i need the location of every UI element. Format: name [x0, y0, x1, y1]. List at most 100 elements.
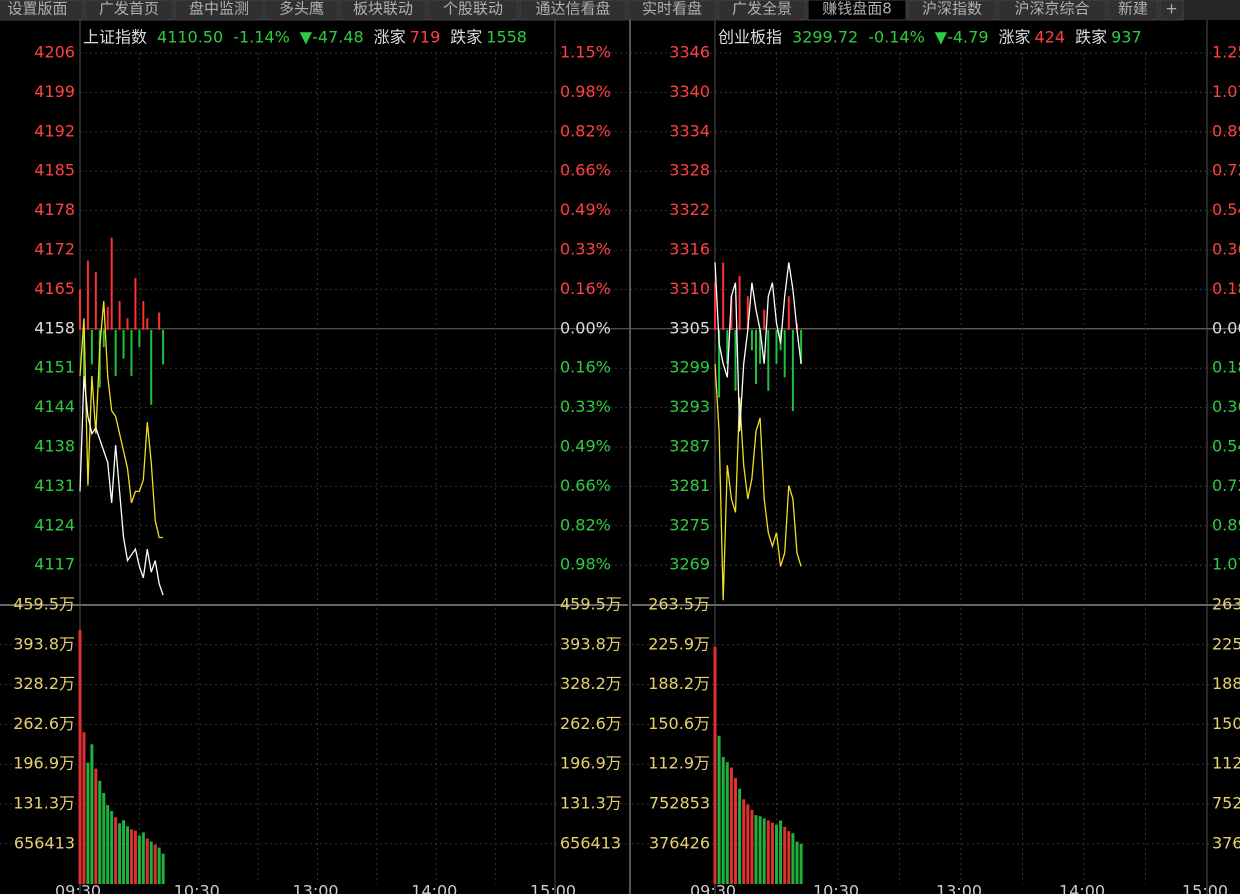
tab-label[interactable]: 沪深指数: [922, 0, 982, 18]
volume-bar: [149, 841, 153, 884]
header-up-label: 涨家: [999, 28, 1031, 47]
pct-tick-label: 0.89: [1212, 515, 1240, 534]
time-tick-label: 13:00: [293, 882, 339, 894]
tab-label[interactable]: 个股联动: [443, 0, 503, 18]
volume-bar: [133, 830, 137, 884]
header-down-label: 跌家: [1075, 28, 1107, 47]
tab[interactable]: [427, 0, 519, 21]
volume-bar: [82, 732, 86, 884]
header-change: ▼-4.79: [935, 28, 989, 47]
volume-bar: [725, 762, 729, 884]
tab[interactable]: [807, 0, 907, 21]
price-tick-label: 3310: [669, 279, 710, 298]
price-tick-label: 4117: [34, 555, 75, 574]
volume-bar: [137, 835, 141, 884]
volume-tick-label: 263.5万: [648, 595, 710, 614]
volume-tick-label: 188.2万: [648, 674, 710, 693]
tab[interactable]: [627, 0, 717, 21]
tab[interactable]: [84, 0, 174, 21]
volume-tick-label-right: 112.9万: [1212, 754, 1240, 773]
volume-bar: [762, 818, 766, 884]
volume-tick-label: 225.9万: [648, 634, 710, 653]
time-tick-label: 14:00: [411, 882, 457, 894]
volume-tick-label-right: 262.6万: [560, 714, 622, 733]
volume-tick-label: 752853: [649, 794, 710, 813]
price-tick-label: 4124: [34, 515, 75, 534]
pct-tick-label: 0.00: [1212, 318, 1240, 337]
pct-tick-label: 0.72: [1212, 476, 1240, 495]
tab[interactable]: [717, 0, 807, 21]
tab-label[interactable]: 多头鹰: [279, 0, 324, 18]
price-tick-label: 4131: [34, 476, 75, 495]
volume-bar: [754, 815, 758, 884]
volume-bar: [145, 838, 149, 884]
price-tick-label: 3305: [669, 318, 710, 337]
volume-bar: [758, 816, 762, 884]
volume-bar: [746, 804, 750, 884]
volume-tick-label: 150.6万: [648, 714, 710, 733]
time-tick-label: 14:00: [1059, 882, 1105, 894]
volume-bar: [141, 832, 145, 884]
volume-bar: [734, 778, 737, 884]
tab[interactable]: [1107, 0, 1159, 21]
volume-tick-label-right: 150.6万: [1212, 714, 1240, 733]
tab-label[interactable]: 沪深京综合: [1014, 0, 1089, 18]
tab[interactable]: [519, 0, 627, 21]
volume-bar: [729, 767, 733, 884]
time-tick-label: 15:00: [1182, 882, 1228, 894]
tab[interactable]: [997, 0, 1107, 21]
header-down-count: 937: [1111, 28, 1142, 47]
tab-label[interactable]: +: [1165, 0, 1178, 18]
pct-tick-label: 0.49%: [560, 437, 611, 456]
volume-bar: [78, 630, 82, 884]
price-tick-label: 4144: [34, 397, 75, 416]
price-tick-label: 3275: [669, 515, 710, 534]
pct-tick-label: 1.07: [1212, 555, 1240, 574]
price-tick-label: 3328: [669, 161, 710, 180]
tab-label[interactable]: 赚钱盘面8: [822, 0, 892, 18]
header-price: 3299.72: [792, 28, 858, 47]
tab-label[interactable]: 设置版面: [7, 0, 67, 18]
volume-bar: [114, 817, 118, 884]
price-tick-label: 4178: [34, 200, 75, 219]
volume-tick-label-right: 459.5万: [560, 595, 622, 614]
pct-tick-label: 0.89: [1212, 121, 1240, 140]
volume-tick-label: 393.8万: [13, 634, 75, 653]
header-name: 上证指数: [83, 28, 147, 47]
pct-tick-label: 0.49%: [560, 200, 611, 219]
tab[interactable]: [907, 0, 997, 21]
volume-tick-label: 459.5万: [13, 595, 75, 614]
header-change: ▼-47.48: [300, 28, 364, 47]
volume-tick-label-right: 131.3万: [560, 794, 622, 813]
tab-label[interactable]: 广发首页: [99, 0, 159, 18]
tab[interactable]: [1159, 0, 1184, 21]
volume-bar: [783, 826, 787, 884]
volume-tick-label-right: 263.5万: [1212, 595, 1240, 614]
volume-bar: [738, 788, 742, 884]
volume-tick-label: 196.9万: [13, 754, 75, 773]
tab-label[interactable]: 板块联动: [353, 0, 413, 18]
volume-tick-label-right: 656413: [560, 833, 621, 852]
time-tick-label: 09:30: [55, 882, 101, 894]
volume-bar: [157, 847, 161, 884]
tab-label[interactable]: 实时看盘: [642, 0, 702, 18]
tab-label[interactable]: 通达信看盘: [535, 0, 610, 18]
time-tick-label: 13:00: [936, 882, 982, 894]
equal-line: [714, 363, 802, 601]
tab[interactable]: [0, 0, 84, 21]
volume-bar: [94, 768, 98, 884]
tab[interactable]: [174, 0, 264, 21]
tab[interactable]: [339, 0, 427, 21]
pct-tick-label: 1.25: [1212, 43, 1240, 62]
time-tick-label: 09:30: [690, 882, 736, 894]
tab-label[interactable]: 广发全景: [732, 0, 792, 18]
header-up-count: 719: [410, 28, 441, 47]
pct-tick-label: 0.66%: [560, 476, 611, 495]
tab-label[interactable]: 盘中监测: [189, 0, 249, 18]
volume-bar: [787, 831, 791, 884]
tab[interactable]: [264, 0, 339, 21]
volume-bar: [799, 843, 803, 884]
volume-bar: [770, 822, 774, 884]
tab-label[interactable]: 新建: [1118, 0, 1148, 18]
